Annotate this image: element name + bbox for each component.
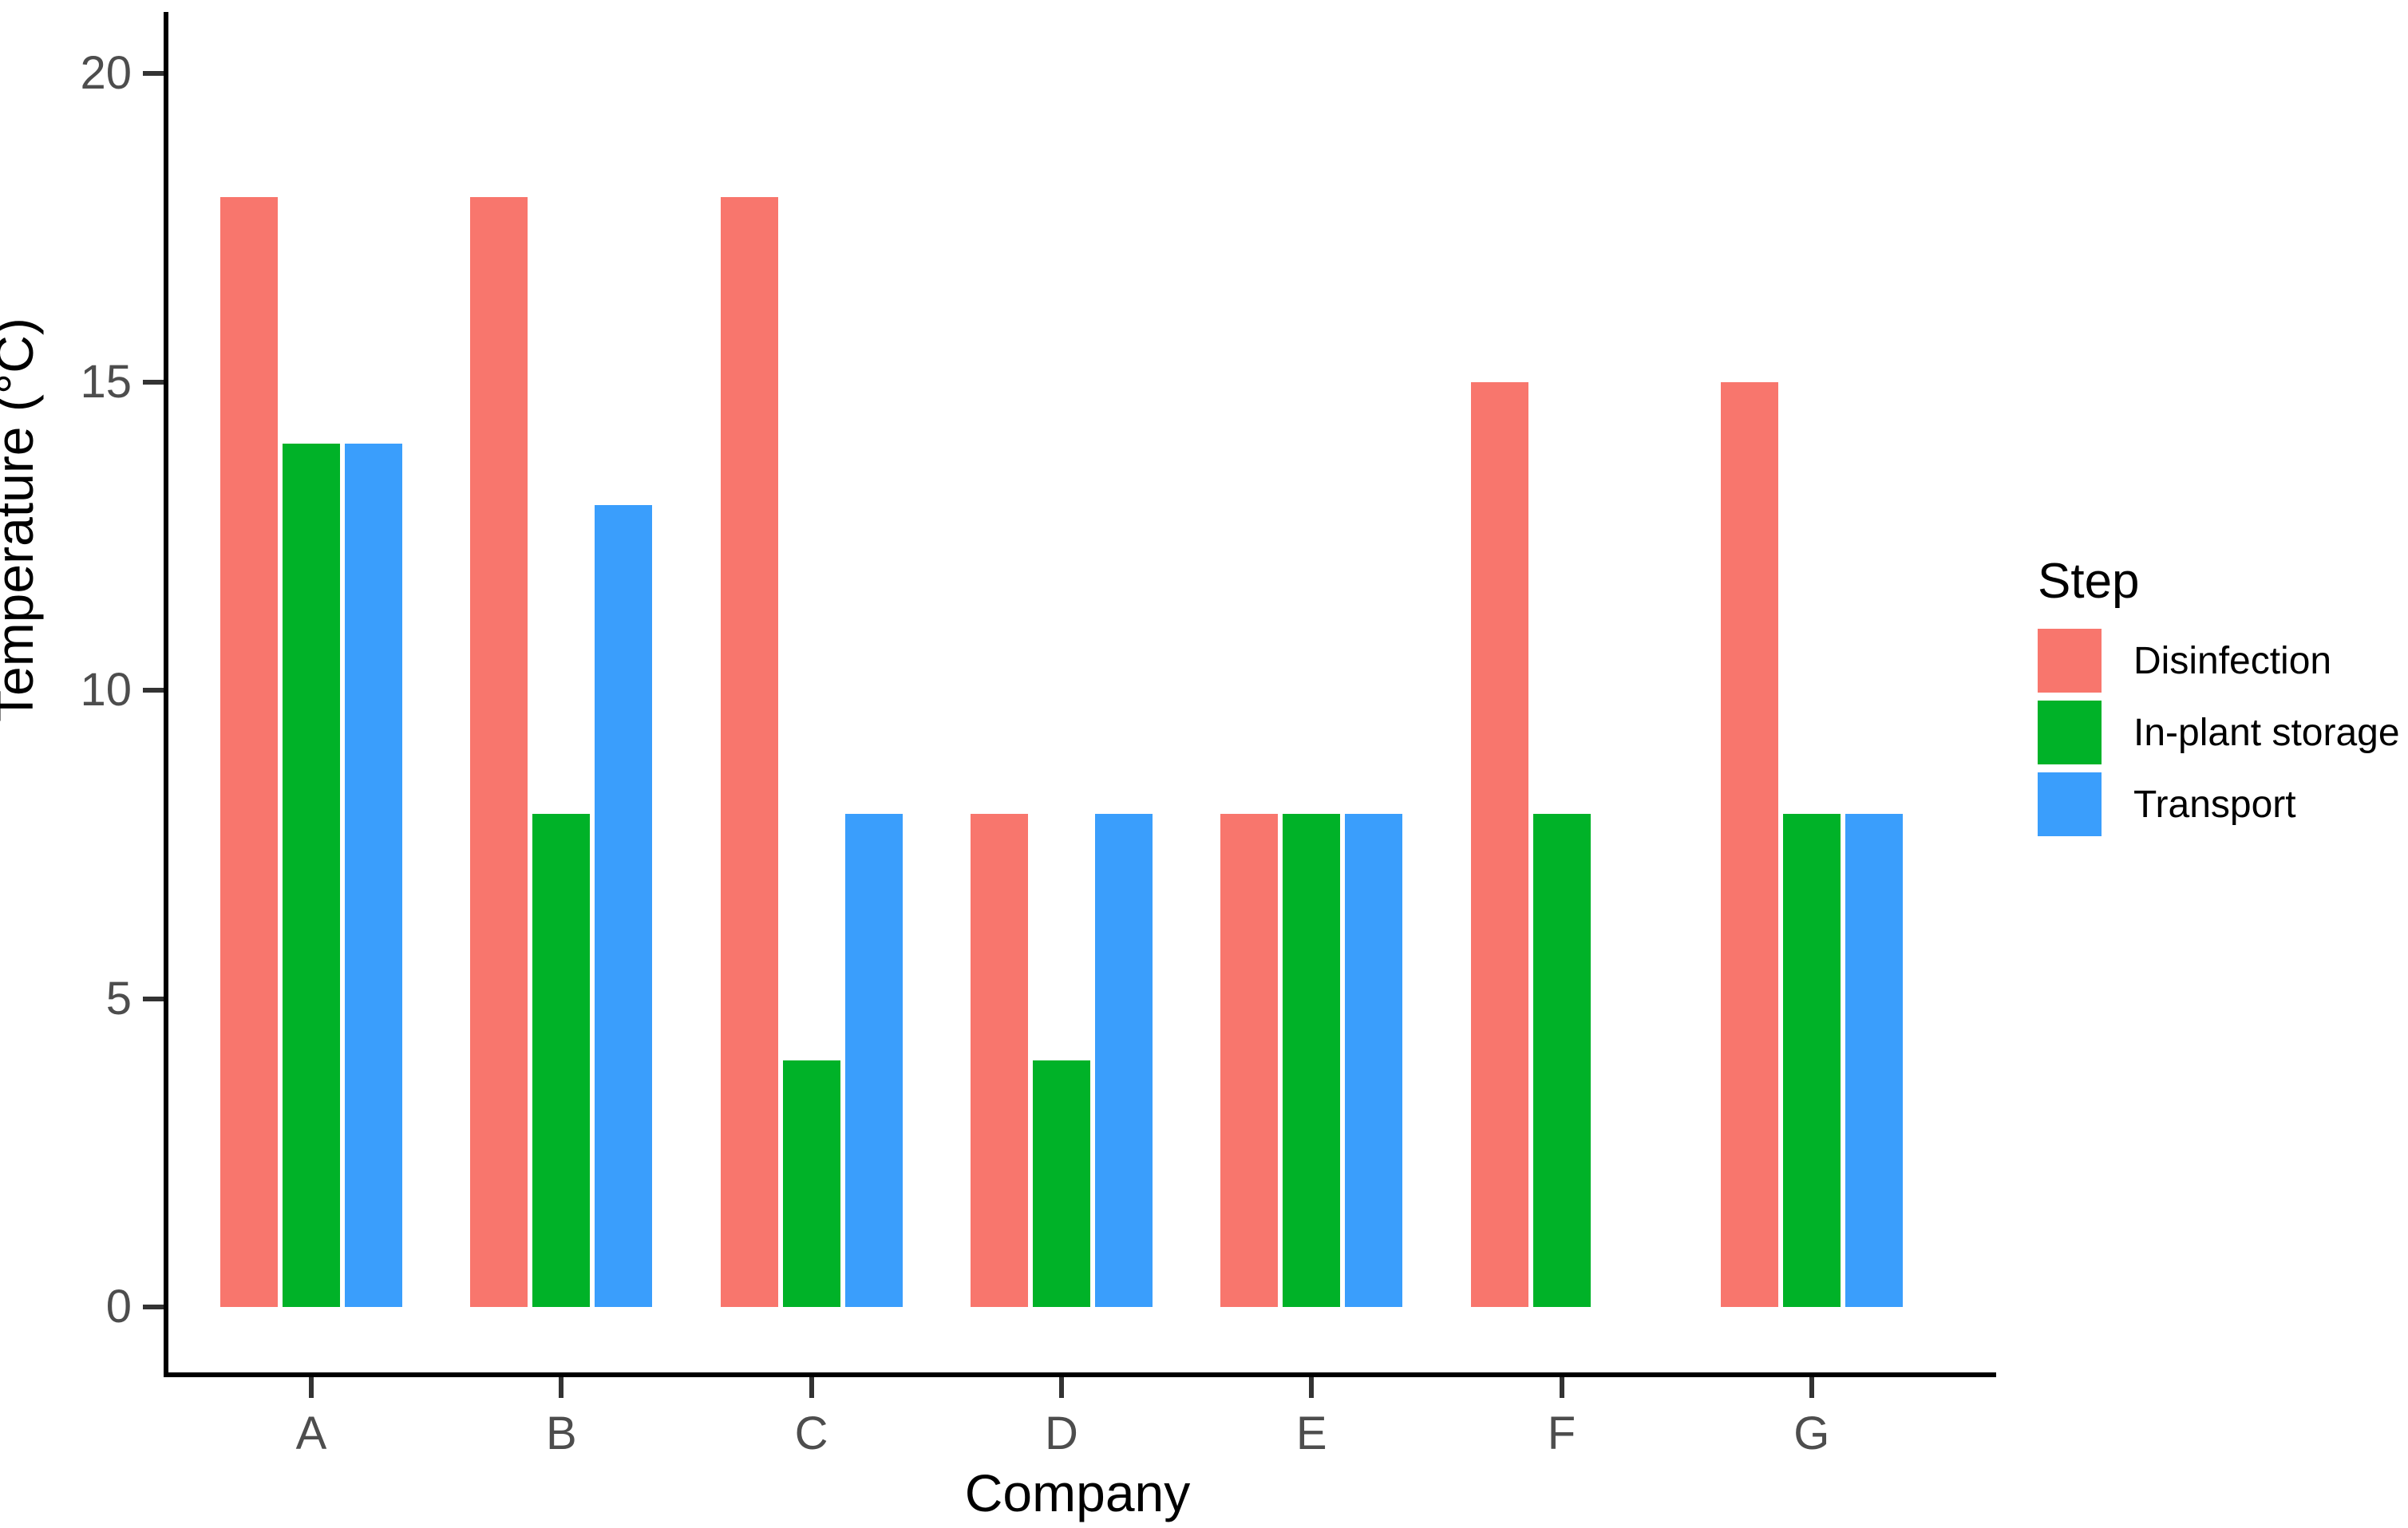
legend-item: In-plant storage xyxy=(2038,701,2400,764)
x-tick-label: A xyxy=(295,1408,327,1459)
x-tick-label: E xyxy=(1295,1408,1327,1459)
bar-G-in-plant-storage xyxy=(1782,813,1841,1307)
legend: Step Disinfection In-plant storage Transpo… xyxy=(2038,557,2400,844)
y-tick-label: 5 xyxy=(105,972,132,1025)
bar-D-disinfection xyxy=(970,813,1028,1307)
bar-D-transport xyxy=(1094,813,1153,1307)
x-tick-mark xyxy=(809,1377,814,1398)
bar-B-disinfection xyxy=(470,196,528,1307)
x-tick-mark xyxy=(1309,1377,1315,1398)
legend-label: Transport xyxy=(2133,783,2296,826)
y-tick-label: 10 xyxy=(80,664,132,716)
y-tick-label: 0 xyxy=(105,1281,132,1333)
bar-A-transport xyxy=(345,443,402,1307)
bar-C-in-plant-storage xyxy=(782,1060,840,1307)
plot-panel xyxy=(164,12,1996,1377)
x-tick-mark xyxy=(1559,1377,1564,1398)
bar-C-disinfection xyxy=(720,196,778,1307)
bar-E-disinfection xyxy=(1220,813,1279,1307)
y-tick-mark xyxy=(143,379,164,385)
bar-G-transport xyxy=(1845,813,1903,1307)
bar-D-in-plant-storage xyxy=(1032,1060,1090,1307)
bar-A-in-plant-storage xyxy=(283,443,340,1307)
bar-E-transport xyxy=(1345,813,1403,1307)
x-tick-mark xyxy=(559,1377,564,1398)
y-tick-label: 20 xyxy=(80,47,132,99)
x-tick-label: B xyxy=(545,1408,577,1459)
y-tick-mark xyxy=(143,71,164,76)
x-tick-label: C xyxy=(794,1408,828,1459)
x-tick-label: D xyxy=(1044,1408,1078,1459)
x-tick-mark xyxy=(1809,1377,1814,1398)
bar-C-transport xyxy=(844,813,903,1307)
bar-F-disinfection xyxy=(1470,381,1528,1307)
legend-label: In-plant storage xyxy=(2133,711,2400,754)
legend-item: Transport xyxy=(2038,772,2400,836)
legend-swatch-icon xyxy=(2038,701,2102,764)
bar-A-disinfection xyxy=(220,196,278,1307)
y-tick-label: 15 xyxy=(80,355,132,408)
x-tick-label: G xyxy=(1793,1408,1830,1459)
bar-B-in-plant-storage xyxy=(532,813,591,1307)
y-tick-mark xyxy=(143,996,164,1001)
legend-swatch-icon xyxy=(2038,772,2102,836)
x-tick-label: F xyxy=(1547,1408,1576,1459)
legend-item: Disinfection xyxy=(2038,629,2400,693)
legend-title: Step xyxy=(2038,554,2140,609)
legend-items: Disinfection In-plant storage Transport xyxy=(2038,629,2400,836)
bar-F-in-plant-storage xyxy=(1532,813,1591,1307)
x-tick-mark xyxy=(1058,1377,1064,1398)
y-tick-mark xyxy=(143,1305,164,1309)
bar-B-transport xyxy=(595,505,653,1307)
bar-E-in-plant-storage xyxy=(1283,813,1341,1307)
y-tick-mark xyxy=(143,688,164,693)
legend-label: Disinfection xyxy=(2133,639,2332,682)
x-tick-mark xyxy=(309,1377,314,1398)
legend-swatch-icon xyxy=(2038,629,2102,693)
x-axis-title: Company xyxy=(964,1463,1191,1522)
bar-G-disinfection xyxy=(1720,381,1778,1307)
